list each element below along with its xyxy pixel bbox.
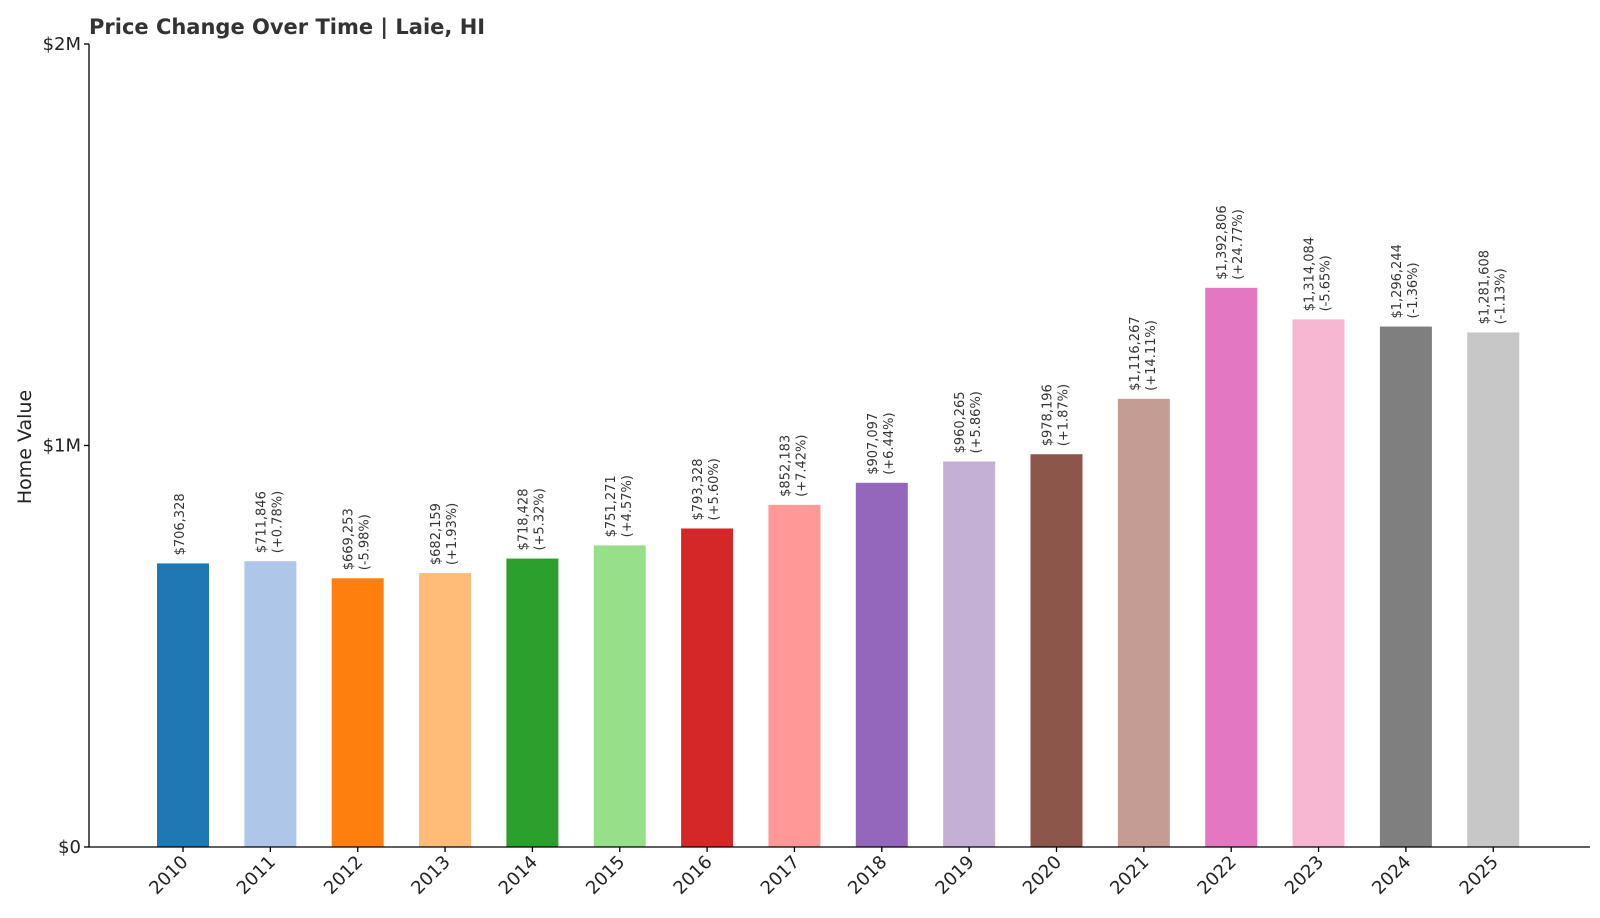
bar-2025 [1467,332,1520,847]
x-tick-label: 2012 [320,852,367,899]
bar-2014 [506,558,559,847]
change-label: (-1.13%) [1493,268,1508,324]
bar-2015 [593,545,646,847]
x-tick-label: 2013 [407,852,454,899]
value-label: $669,253 [342,508,357,570]
change-label: (+5.32%) [532,488,547,550]
value-label: $1,296,244 [1390,244,1405,318]
bar-2010 [157,563,209,847]
bar-2013 [419,573,472,847]
bar-2023 [1292,319,1345,847]
bar-2018 [855,482,908,847]
y-tick-label: $2M [43,34,81,55]
x-tick-label: 2022 [1193,852,1240,899]
value-label: $718,428 [516,489,531,551]
value-label: $1,281,608 [1477,250,1492,324]
bars-group [157,287,1520,847]
x-axis-ticks: 2010 2011 2012 2013 2014 2015 2016 2017 2018 2019… [145,847,1503,899]
bar-2024 [1379,326,1432,847]
bar-2012 [331,578,384,847]
value-label: $793,328 [691,458,706,520]
value-label: $978,196 [1041,384,1056,446]
x-tick-label: 2011 [233,852,280,899]
change-label: (+5.86%) [969,391,984,453]
change-label: (+6.44%) [882,412,897,474]
value-label: $1,314,084 [1303,237,1318,311]
change-label: (+1.87%) [1057,384,1072,446]
bar-labels-group: $706,328 $711,846 (+0.78%) $669,253 (-5.98%)… [173,205,1508,570]
value-label: $852,183 [778,435,793,497]
x-tick-label: 2014 [495,852,542,899]
change-label: (+1.93%) [445,503,460,565]
bar-2017 [768,504,821,847]
x-tick-label: 2019 [931,852,978,899]
value-label: $1,392,806 [1215,205,1230,279]
change-label: (-5.98%) [358,514,373,570]
value-label: $682,159 [429,503,444,565]
x-tick-label: 2024 [1368,852,1415,899]
change-label: (-1.36%) [1406,262,1421,318]
y-axis-ticks: $0 $1M $2M [43,34,89,858]
value-label: $711,846 [254,491,269,553]
change-label: (+0.78%) [270,491,285,553]
value-label: $751,271 [604,475,619,537]
x-tick-label: 2017 [757,852,804,899]
x-tick-label: 2018 [844,852,891,899]
change-label: (+14.11%) [1144,320,1159,391]
x-tick-label: 2021 [1106,852,1153,899]
change-label: (+4.57%) [620,475,635,537]
change-label: (+24.77%) [1231,209,1246,280]
bar-2020 [1030,454,1083,847]
x-tick-label: 2015 [582,852,629,899]
change-label: (+5.60%) [707,458,722,520]
bar-2011 [244,561,297,847]
x-tick-label: 2020 [1019,852,1066,899]
bar-2021 [1117,398,1170,847]
value-label: $1,116,267 [1128,316,1143,390]
value-label: $907,097 [866,413,881,475]
x-tick-label: 2023 [1281,852,1328,899]
x-tick-label: 2016 [669,852,716,899]
change-label: (-5.65%) [1319,255,1334,311]
x-tick-label: 2010 [145,852,192,899]
change-label: (+7.42%) [794,435,809,497]
y-axis-label: Home Value [14,390,36,504]
bar-2016 [681,528,734,847]
y-tick-label: $1M [43,436,81,457]
bar-2019 [943,461,996,847]
x-tick-label: 2025 [1456,852,1503,899]
bar-2022 [1205,287,1258,847]
chart-title: Price Change Over Time | Laie, HI [89,15,485,40]
value-label: $706,328 [173,493,188,555]
y-tick-label: $0 [58,837,81,858]
value-label: $960,265 [953,391,968,453]
